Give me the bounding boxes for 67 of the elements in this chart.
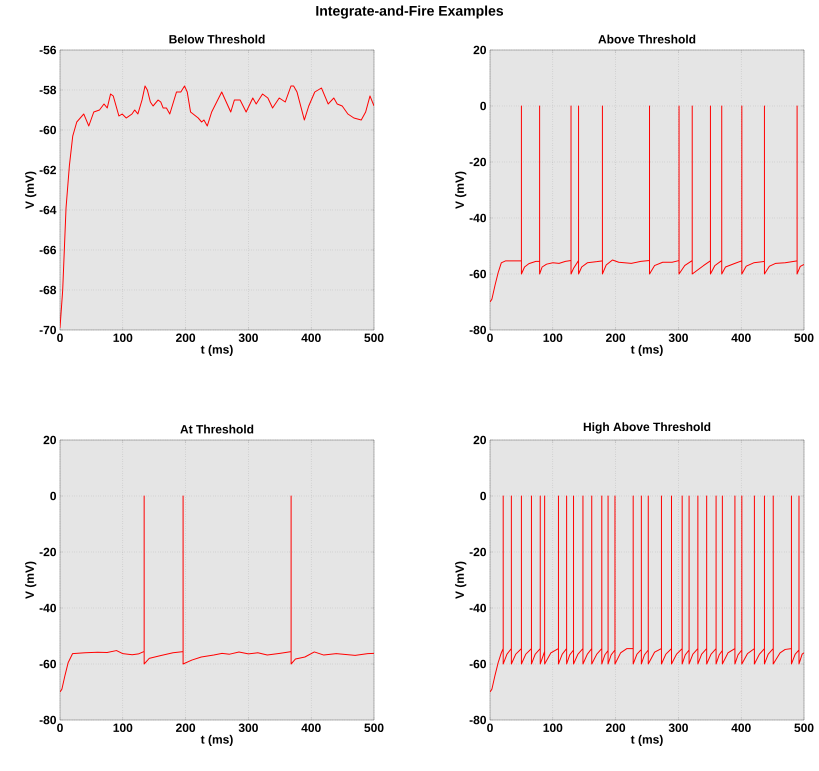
x-tick-label: 0 (57, 724, 63, 732)
x-tick-label: 200 (176, 334, 196, 342)
x-tick-label: 100 (114, 334, 132, 342)
x-tick-label: 300 (238, 334, 258, 342)
y-tick-label: 20 (44, 436, 56, 444)
y-tick-label: -60 (470, 270, 486, 278)
y-axis-title: V (mV) (25, 562, 36, 599)
line-series (60, 85, 374, 328)
x-tick-label: 400 (731, 334, 751, 342)
x-tick-label: 400 (301, 334, 321, 342)
x-tick-label: 500 (364, 724, 384, 732)
chart-title: Below Threshold (169, 34, 265, 44)
y-tick-label: 20 (474, 46, 486, 54)
line-series (60, 495, 374, 692)
y-tick-label: -56 (40, 46, 56, 54)
y-tick-label: -20 (470, 158, 486, 166)
x-tick-label: 200 (606, 724, 626, 732)
x-tick-label: 500 (364, 334, 384, 342)
x-tick-label: 300 (668, 724, 688, 732)
chart-title: At Threshold (180, 424, 254, 434)
y-axis-title: V (mV) (25, 172, 36, 209)
y-tick-label: -20 (40, 548, 56, 556)
x-tick-label: 100 (544, 334, 562, 342)
y-tick-label: -60 (40, 126, 56, 134)
y-tick-label: -58 (40, 86, 56, 94)
x-axis-title: t (ms) (630, 344, 663, 356)
y-tick-label: -40 (40, 604, 56, 612)
x-tick-label: 200 (606, 334, 626, 342)
x-axis-title: t (ms) (200, 734, 233, 746)
line-series (490, 495, 804, 692)
y-tick-label: -40 (470, 604, 486, 612)
y-tick-label: -60 (470, 660, 486, 668)
y-tick-label: 0 (480, 102, 486, 110)
x-axis-title: t (ms) (200, 344, 233, 356)
x-tick-label: 500 (794, 334, 814, 342)
x-tick-label: 400 (301, 724, 321, 732)
x-axis-title: t (ms) (630, 734, 663, 746)
y-tick-label: -20 (470, 548, 486, 556)
chart-title: Above Threshold (598, 34, 696, 44)
y-tick-label: -68 (40, 286, 56, 294)
y-tick-label: -70 (40, 326, 56, 334)
x-tick-label: 400 (731, 724, 751, 732)
y-axis-title: V (mV) (455, 172, 466, 209)
x-tick-label: 300 (238, 724, 258, 732)
y-tick-label: 0 (480, 492, 486, 500)
text: Integrate-and-Fire Examples (316, 6, 504, 19)
y-tick-label: 20 (474, 436, 486, 444)
y-tick-label: -80 (40, 716, 56, 724)
y-axis-title: V (mV) (455, 562, 466, 599)
line-series (490, 105, 804, 302)
x-tick-label: 200 (176, 724, 196, 732)
y-tick-label: -62 (40, 166, 56, 174)
x-tick-label: 300 (668, 334, 688, 342)
y-tick-label: -80 (470, 716, 486, 724)
x-tick-label: 500 (794, 724, 814, 732)
chart-title: High Above Threshold (584, 422, 710, 434)
y-tick-label: -60 (40, 660, 56, 668)
x-tick-label: 100 (544, 724, 562, 732)
x-tick-label: 0 (487, 334, 493, 342)
x-tick-label: 100 (114, 724, 132, 732)
x-tick-label: 0 (57, 334, 63, 342)
y-tick-label: -40 (470, 214, 486, 222)
y-tick-label: 0 (50, 492, 56, 500)
y-tick-label: -64 (40, 206, 56, 214)
y-tick-label: -80 (470, 326, 486, 334)
y-tick-label: -66 (40, 246, 56, 254)
x-tick-label: 0 (487, 724, 493, 732)
